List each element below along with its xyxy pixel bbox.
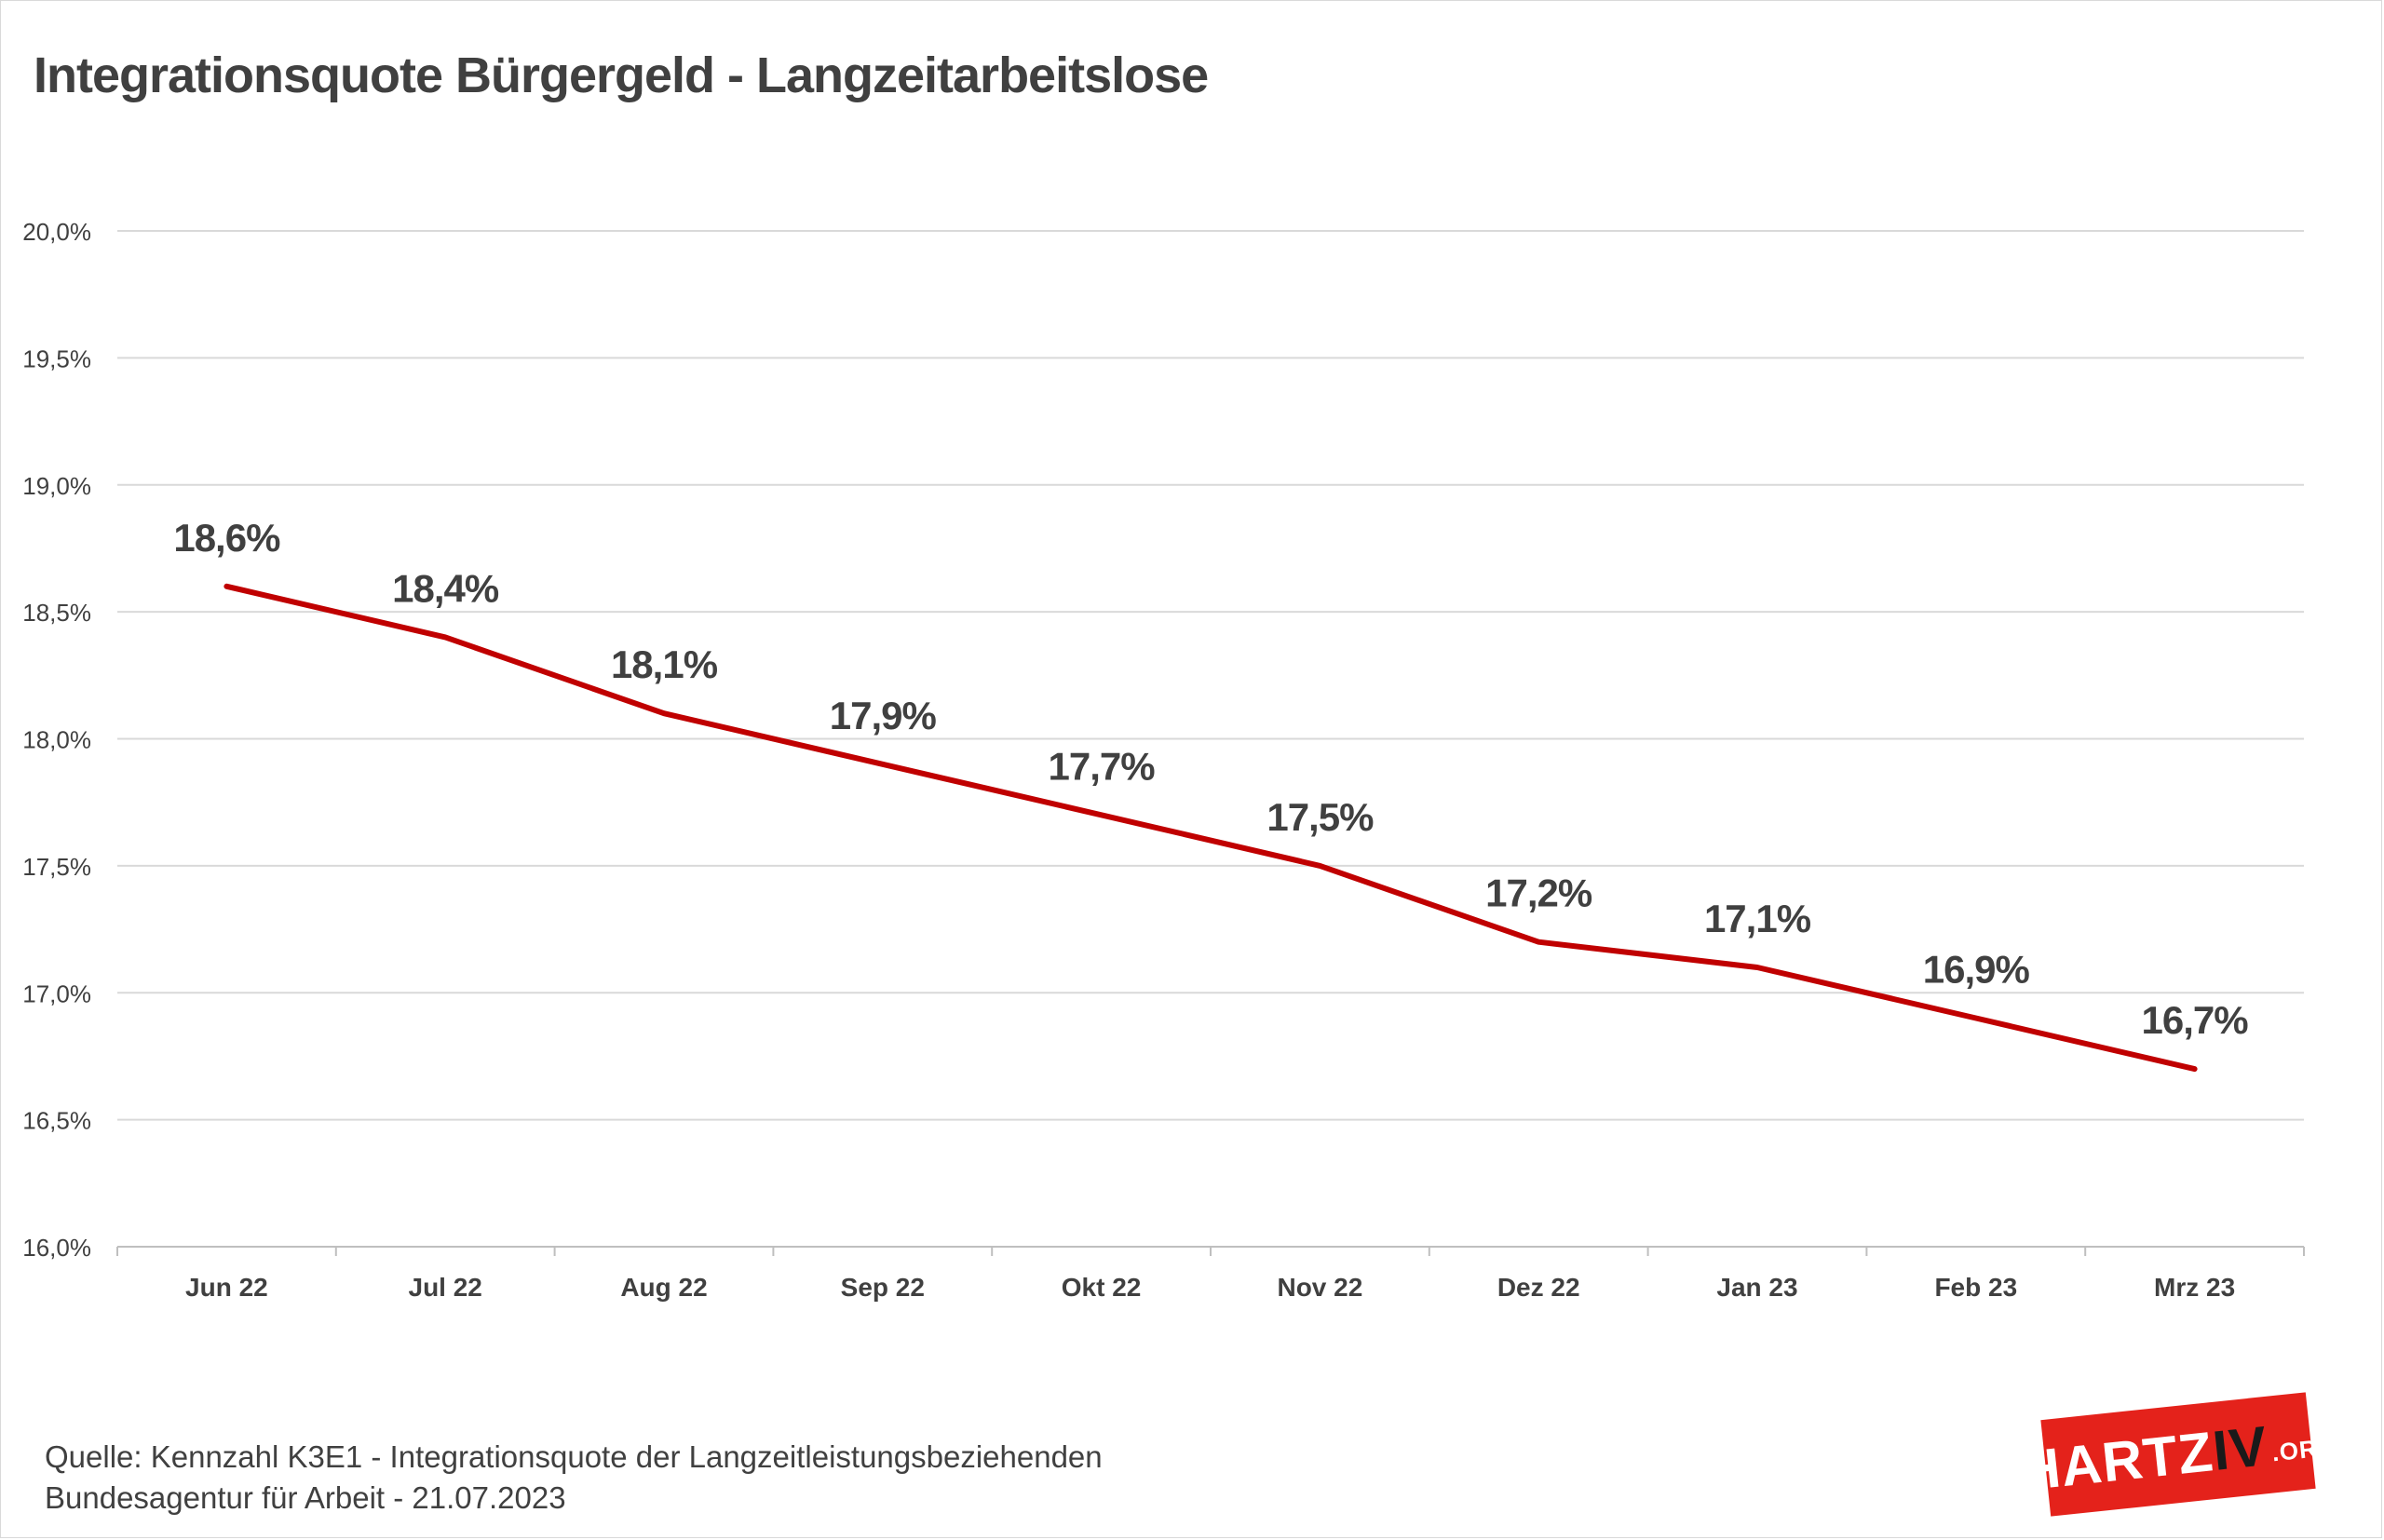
data-label: 18,1% <box>611 642 718 686</box>
data-label: 17,5% <box>1266 795 1374 839</box>
data-label: 17,2% <box>1485 871 1592 915</box>
x-tick-label: Feb 23 <box>1934 1273 2017 1302</box>
gridlines <box>117 230 2304 1248</box>
x-axis <box>116 1246 2305 1256</box>
series-line <box>224 583 2198 1073</box>
data-label: 18,6% <box>173 516 280 560</box>
data-label: 17,1% <box>1704 897 1811 940</box>
data-label: 17,9% <box>830 694 937 737</box>
y-tick-label: 18,0% <box>22 726 91 754</box>
y-tick-label: 16,5% <box>22 1107 91 1135</box>
source-note: Quelle: Kennzahl K3E1 - Integrationsquot… <box>45 1437 1103 1519</box>
y-tick-label: 17,0% <box>22 979 91 1007</box>
logo-text-hartz: HARTZ <box>2016 1419 2216 1503</box>
y-axis-ticks: 16,0% 16,5% 17,0% 17,5% 18,0% 18,5% 19,0% 19,5%… <box>22 218 91 1262</box>
data-label: 16,9% <box>1923 948 2030 992</box>
y-tick-label: 16,0% <box>22 1234 91 1262</box>
x-tick-label: Aug 22 <box>620 1273 707 1302</box>
source-line-1: Quelle: Kennzahl K3E1 - Integrationsquot… <box>45 1439 1103 1474</box>
data-label: 17,7% <box>1049 744 1156 788</box>
logo-text-iv: IV <box>2209 1413 2271 1482</box>
x-tick-label: Nov 22 <box>1277 1273 1362 1302</box>
y-tick-label: 20,0% <box>22 218 91 246</box>
x-tick-label: Dez 22 <box>1497 1273 1580 1302</box>
x-tick-label: Jun 22 <box>185 1273 268 1302</box>
y-tick-label: 18,5% <box>22 599 91 627</box>
x-axis-ticks: Jun 22 Jul 22 Aug 22 Sep 22 Okt 22 Nov 22 Dez … <box>185 1273 2235 1302</box>
data-label: 16,7% <box>2142 998 2249 1042</box>
y-tick-label: 17,5% <box>22 853 91 881</box>
y-tick-label: 19,0% <box>22 472 91 500</box>
x-tick-label: Mrz 23 <box>2154 1273 2235 1302</box>
x-tick-label: Okt 22 <box>1062 1273 1142 1302</box>
source-line-2: Bundesagentur für Arbeit - 21.07.2023 <box>45 1480 566 1515</box>
data-label: 18,4% <box>392 566 499 610</box>
data-labels: 18,6% 18,4% 18,1% 17,9% 17,7% 17,5% 17,2% 17,1%… <box>173 516 2249 1070</box>
chart-title: Integrationsquote Bürgergeld - Langzeita… <box>34 47 1209 103</box>
x-tick-label: Jul 22 <box>409 1273 482 1302</box>
x-tick-label: Sep 22 <box>841 1273 925 1302</box>
x-tick-label: Jan 23 <box>1716 1273 1797 1302</box>
y-tick-label: 19,5% <box>22 344 91 372</box>
series-line-path <box>224 583 2198 1073</box>
